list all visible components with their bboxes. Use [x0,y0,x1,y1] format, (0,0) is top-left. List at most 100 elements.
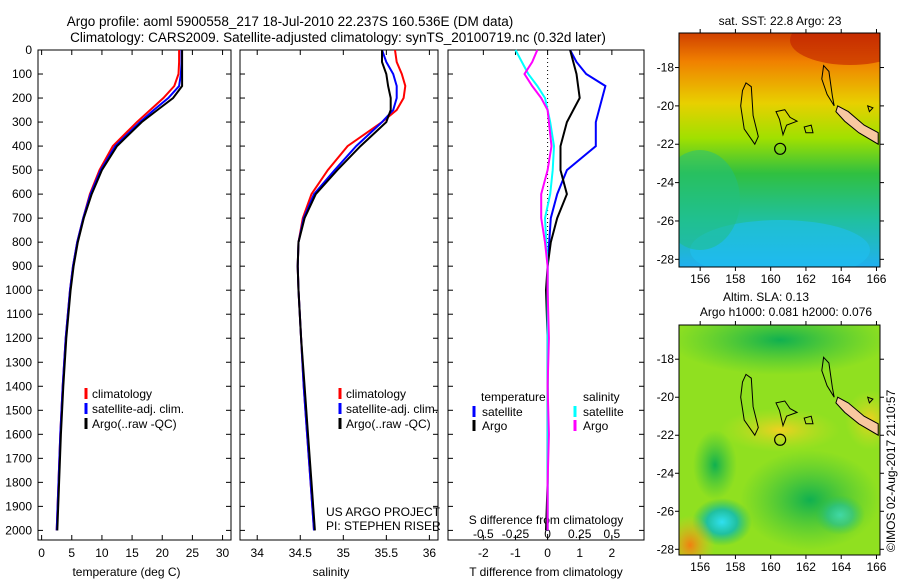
y-tick-label: 0 [25,43,32,57]
x-tick-label: 36 [423,546,437,560]
x2-tick-label: 0.25 [568,527,592,541]
sst-green-patch [679,150,740,250]
x-tick-label: 34 [251,546,265,560]
y-tick-label: 1300 [5,355,32,369]
project-annotation: US ARGO PROJECT [326,505,441,519]
new-caledonia-land [835,105,879,146]
sla-orange-sw [679,515,715,555]
map-x-tick-label: 166 [866,272,886,286]
y-tick-label: 500 [12,163,32,177]
map-y-tick-label: -22 [657,137,675,151]
salinity-frame [239,49,439,541]
y-tick-label: 1700 [5,451,32,465]
sla-map-subtitle: Argo h1000: 0.081 h2000: 0.076 [700,305,872,319]
y-tick-label: 2000 [5,523,32,537]
x-tick-label: 35.5 [375,546,399,560]
y-tick-label: 1900 [5,499,32,513]
legend-header: salinity [583,390,620,404]
y-tick-label: 300 [12,115,32,129]
legend-label: Argo [482,419,508,433]
difference-xlabel: T difference from climatology [469,565,623,579]
y-tick-label: 1800 [5,475,32,489]
y-tick-label: 1500 [5,403,32,417]
profile-location-marker [774,433,787,446]
temperature-xlabel: temperature (deg C) [72,565,180,579]
map-y-tick-label: -20 [657,99,675,113]
x-tick-label: 0 [38,546,45,560]
legend-label: satellite [482,405,523,419]
figure-title-line1: Argo profile: aoml 5900558_217 18-Jul-20… [67,14,514,29]
temperature-frame [37,49,232,541]
map-y-tick-label: -28 [657,252,675,266]
legend-label: satellite-adj. clim. [92,402,184,416]
map-x-tick-label: 164 [831,272,851,286]
series-line-climatology [296,49,407,531]
y-tick-label: 800 [12,235,32,249]
y-tick-label: 100 [12,67,32,81]
y-tick-label: 1600 [5,427,32,441]
series-line-s-argo [523,49,553,531]
map-x-tick-label: 160 [761,272,781,286]
x-tick-label: 10 [95,546,109,560]
salinity-xlabel: salinity [313,565,350,579]
map-x-tick-label: 162 [796,272,816,286]
sst-warm-patch [790,33,880,65]
sla-green-west [693,430,737,500]
x2-tick-label: -0.5 [473,527,494,541]
coastline-outline [740,373,759,437]
x-tick-label: 34.5 [289,546,313,560]
sla-cyan-east [815,495,865,535]
temperature-panel: 0100200300400500600700800900100011001200… [5,43,232,579]
sla-map: Altim. SLA: 0.13 Argo h1000: 0.081 h2000… [657,290,887,574]
x-tick-label: 20 [156,546,170,560]
coastline-outline [775,109,799,137]
map-x-tick-label: 156 [690,560,710,574]
coastline-outline [866,105,874,113]
sst-map-frame [678,32,881,268]
x-tick-label: -2 [478,546,489,560]
legend-label: Argo(..raw -QC) [92,417,177,431]
y-tick-label: 200 [12,91,32,105]
coastline-outline [803,415,814,425]
map-y-tick-label: -20 [657,390,675,404]
legend-label: satellite-adj. clim. [346,402,438,416]
coastline-outline [775,400,799,428]
sst-map: sat. SST: 22.8 Argo: 23 156 158 160 162 164 1… [657,14,887,286]
map-x-tick-label: 164 [831,560,851,574]
map-y-tick-label: -28 [657,542,675,556]
map-y-tick-label: -26 [657,504,675,518]
coastline-outline [803,124,814,134]
x-tick-label: 15 [125,546,139,560]
map-x-tick-label: 162 [796,560,816,574]
x2-tick-label: 0.5 [604,527,621,541]
sla-map-frame [678,324,881,556]
map-y-tick-label: -24 [657,466,675,480]
y-tick-label: 700 [12,211,32,225]
map-x-tick-label: 158 [725,560,745,574]
x-tick-label: 30 [216,546,230,560]
series-line-argo-raw-qc- [296,50,392,531]
sst-map-title: sat. SST: 22.8 Argo: 23 [719,14,842,28]
project-annotation: PI: STEPHEN RISER [326,519,441,533]
legend-header: temperature [481,390,546,404]
x-tick-label: 1 [576,546,583,560]
map-y-tick-label: -24 [657,176,675,190]
legend-label: Argo [583,419,609,433]
x-tick-label: 0 [544,546,551,560]
legend-label: satellite [583,405,624,419]
legend-label: climatology [346,387,406,401]
map-x-tick-label: 156 [690,272,710,286]
series-line-argo-raw-qc- [56,50,184,531]
coastline-outline [866,396,874,404]
sla-yellow-band [720,408,840,452]
coastline-outline [821,356,835,398]
new-caledonia-land [835,396,879,437]
x2-tick-label: 0 [544,527,551,541]
coastline-outline [821,64,835,107]
coastline-outline [740,82,759,146]
series-line-t-satellite [546,49,607,531]
y-tick-label: 1000 [5,283,32,297]
profile-location-marker [774,142,787,155]
